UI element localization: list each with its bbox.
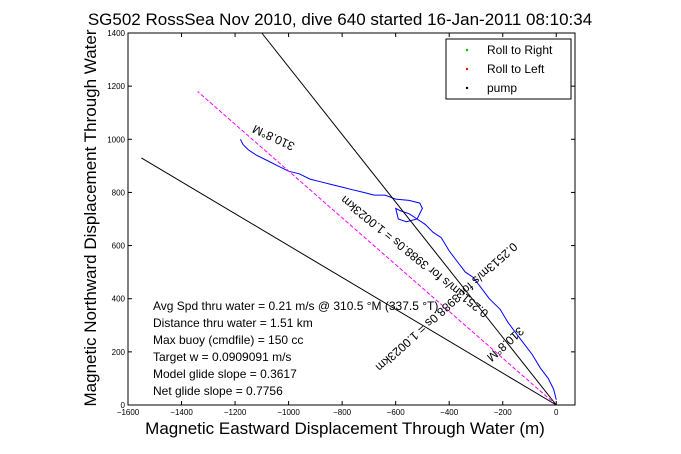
stat-line: Distance thru water = 1.51 km: [153, 316, 313, 330]
legend-marker: [465, 67, 469, 71]
series-line-0: [239, 139, 557, 400]
y-tick-label: 1400: [107, 29, 125, 38]
x-tick-label: 0: [554, 408, 559, 417]
y-tick-label: 200: [112, 348, 126, 357]
y-tick-label: 800: [112, 188, 126, 197]
x-tick-label: −600: [387, 408, 406, 417]
x-tick-label: −1600: [117, 408, 140, 417]
series-line-1: [197, 91, 557, 406]
x-tick-label: −1400: [170, 408, 193, 417]
series-lines: [141, 32, 557, 406]
x-tick-label: −200: [494, 408, 513, 417]
stat-line: Avg Spd thru water = 0.21 m/s @ 310.5 °M…: [153, 299, 438, 313]
ticks: −1600 −1400 −1200 −1000 −800 −600 −400 −200 0 0 20…: [107, 29, 575, 417]
legend-marker: [465, 86, 469, 90]
y-axis-label: Magnetic Northward Displacement Through …: [81, 29, 100, 406]
stat-line: Max buoy (cmdfile) = 150 cc: [153, 333, 303, 347]
legend: Roll to Right Roll to Left pump: [445, 38, 572, 100]
chart-title: SG502 RossSea Nov 2010, dive 640 started…: [88, 10, 592, 29]
y-tick-label: 400: [112, 295, 126, 304]
x-tick-label: −1000: [277, 408, 300, 417]
series-line-2: [261, 32, 557, 406]
y-tick-label: 0: [121, 401, 126, 410]
x-tick-label: −400: [440, 408, 459, 417]
legend-marker: [465, 48, 469, 52]
legend-label: Roll to Left: [487, 62, 545, 76]
legend-label: Roll to Right: [487, 43, 553, 57]
x-tick-label: −1200: [224, 408, 247, 417]
x-tick-label: −800: [333, 408, 352, 417]
series-line-3: [141, 157, 557, 406]
stat-line: Net glide slope = 0.7756: [153, 384, 283, 398]
stats-block: Avg Spd thru water = 0.21 m/s @ 310.5 °M…: [153, 299, 438, 398]
x-axis-label: Magnetic Eastward Displacement Through W…: [145, 419, 545, 438]
stat-line: Target w = 0.0909091 m/s: [153, 350, 291, 364]
y-tick-label: 600: [112, 242, 126, 251]
stat-line: Model glide slope = 0.3617: [153, 367, 297, 381]
y-tick-label: 1000: [107, 135, 125, 144]
legend-label: pump: [487, 81, 517, 95]
y-tick-label: 1200: [107, 82, 125, 91]
